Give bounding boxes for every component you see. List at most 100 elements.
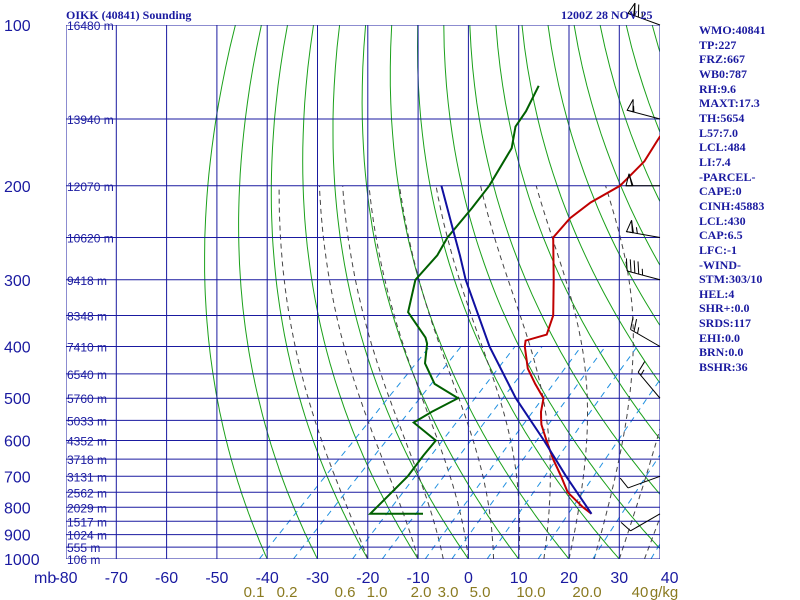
wind-barb bbox=[637, 361, 661, 399]
pressure-tick-label: 400 bbox=[4, 340, 31, 357]
height-label: 555 m bbox=[67, 541, 100, 555]
height-label: 3718 m bbox=[67, 453, 107, 467]
pressure-tick-label: 800 bbox=[4, 500, 31, 517]
index-line: TP:227 bbox=[699, 37, 737, 52]
index-line: -PARCEL- bbox=[699, 169, 756, 184]
pressure-tick-label: 900 bbox=[4, 528, 31, 545]
mixing-ratio-label: 1.0 bbox=[367, 584, 388, 600]
pressure-temperature-grid bbox=[66, 25, 660, 559]
height-label: 3131 m bbox=[67, 470, 107, 484]
pressure-unit-label: mb bbox=[34, 570, 56, 587]
wind-barb bbox=[625, 173, 660, 187]
height-label: 13940 m bbox=[67, 113, 114, 127]
index-line: SRDS:117 bbox=[699, 316, 752, 331]
sounding-profiles bbox=[367, 85, 660, 515]
dry-adiabat bbox=[302, 25, 419, 559]
mixing-ratio-line bbox=[537, 378, 660, 559]
wind-barb bbox=[630, 317, 661, 347]
mixing-ratio-label: 3.0 bbox=[438, 584, 459, 600]
pressure-tick-label: 500 bbox=[4, 391, 31, 408]
height-label: 106 m bbox=[67, 553, 100, 567]
wind-barbs bbox=[619, 2, 661, 532]
pressure-tick-label: 300 bbox=[4, 273, 31, 290]
pressure-tick-label: 700 bbox=[4, 469, 31, 486]
index-line: TH:5654 bbox=[699, 110, 745, 125]
moist-adiabat bbox=[319, 185, 419, 559]
index-line: RH:9.6 bbox=[699, 81, 736, 96]
mixing-ratio-label: 40 bbox=[632, 584, 649, 600]
dry-adiabat bbox=[573, 25, 660, 267]
temperature-tick-label: -10 bbox=[407, 570, 430, 587]
wind-barb bbox=[627, 2, 661, 26]
index-line: CINH:45883 bbox=[699, 198, 765, 213]
dry-adiabat bbox=[443, 25, 660, 550]
wind-barb bbox=[620, 513, 661, 532]
temperature-tick-label: -50 bbox=[205, 570, 228, 587]
temperature-tick-label: 0 bbox=[464, 570, 473, 587]
height-label: 8348 m bbox=[67, 310, 107, 324]
height-label: 2562 m bbox=[67, 486, 107, 500]
height-label: 6540 m bbox=[67, 368, 107, 382]
sounding-title: OIKK (40841) Sounding bbox=[66, 8, 192, 22]
mixing-ratio-line bbox=[258, 346, 431, 559]
index-line: L57:7.0 bbox=[699, 125, 738, 140]
index-line: EHI:0.0 bbox=[699, 330, 741, 345]
plot-frame bbox=[66, 25, 660, 559]
index-line: STM:303/10 bbox=[699, 272, 763, 287]
dry-adiabat bbox=[204, 25, 268, 559]
moist-adiabat bbox=[593, 185, 634, 559]
mixing-ratio-label: g/kg bbox=[650, 584, 678, 600]
temperature-tick-label: -20 bbox=[356, 570, 379, 587]
mixing-ratio-label: 10.0 bbox=[516, 584, 545, 600]
pressure-tick-label: 1000 bbox=[4, 552, 40, 569]
mixing-ratio-line bbox=[293, 346, 462, 559]
moist-adiabat bbox=[368, 185, 469, 559]
index-line: -WIND- bbox=[699, 257, 741, 272]
height-label: 12070 m bbox=[67, 180, 114, 194]
temperature-tick-label: -70 bbox=[105, 570, 128, 587]
index-line: CAPE:0 bbox=[699, 184, 742, 199]
pressure-tick-label: 100 bbox=[4, 18, 31, 35]
dry-adiabat bbox=[469, 25, 660, 496]
pressure-tick-label: 600 bbox=[4, 434, 31, 451]
mixing-ratio-label: 0.6 bbox=[335, 584, 356, 600]
index-line: BRN:0.0 bbox=[699, 345, 744, 360]
sounding-date: 1200Z 28 NOV 25 bbox=[561, 8, 653, 22]
mixing-ratio-label: 0.1 bbox=[244, 584, 265, 600]
height-label: 5033 m bbox=[67, 414, 107, 428]
height-label: 9418 m bbox=[67, 274, 107, 288]
temperature-tick-label: 40 bbox=[661, 570, 679, 587]
index-line: SHR+:0.0 bbox=[699, 301, 750, 316]
dewpoint-line bbox=[367, 85, 540, 515]
temperature-tick-label: -80 bbox=[54, 570, 77, 587]
index-line: CAP:6.5 bbox=[699, 228, 743, 243]
height-label: 5760 m bbox=[67, 392, 107, 406]
wind-barb bbox=[625, 220, 661, 238]
moist-adiabat bbox=[435, 185, 521, 559]
parcel-line bbox=[440, 185, 593, 515]
stability-indices-panel: WMO:40841 TP:227 FRZ:667 WB0:787 RH:9.6 MAXT:… bbox=[699, 23, 766, 375]
temperature-tick-label: 10 bbox=[510, 570, 528, 587]
height-label: 2029 m bbox=[67, 501, 107, 515]
mixing-ratio-line bbox=[650, 543, 660, 559]
index-line: BSHR:36 bbox=[699, 360, 748, 375]
index-line: LFC:-1 bbox=[699, 242, 737, 257]
temperature-tick-label: 30 bbox=[610, 570, 628, 587]
moist-adiabat bbox=[618, 426, 660, 559]
dry-adiabat bbox=[783, 25, 800, 559]
wind-barb bbox=[625, 258, 661, 281]
mixing-ratio-label: 0.2 bbox=[277, 584, 298, 600]
mixing-ratio-label: 2.0 bbox=[411, 584, 432, 600]
index-line: LCL:484 bbox=[699, 140, 746, 155]
dry-adiabat bbox=[389, 25, 570, 559]
height-label: 7410 m bbox=[67, 341, 107, 355]
index-line: MAXT:17.3 bbox=[699, 96, 760, 111]
mixing-ratio-label: 20.0 bbox=[572, 584, 601, 600]
height-label: 1024 m bbox=[67, 529, 107, 543]
mixing-ratio-label: 5.0 bbox=[470, 584, 491, 600]
wind-barb bbox=[626, 99, 661, 120]
index-line: WMO:40841 bbox=[699, 23, 766, 37]
mixing-ratio-line bbox=[424, 346, 582, 559]
